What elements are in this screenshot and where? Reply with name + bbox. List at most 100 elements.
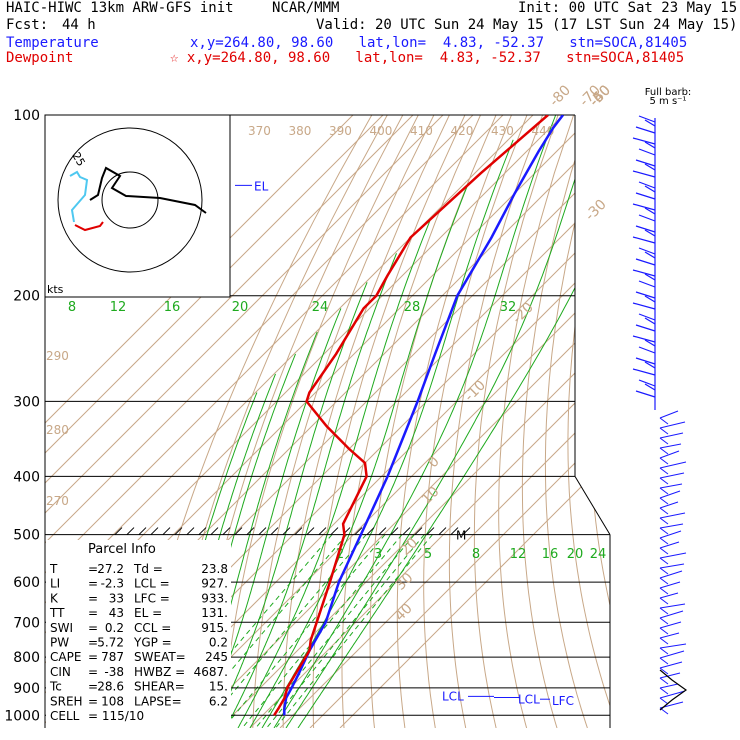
wind-barb: [638, 115, 656, 123]
parcel-info-value: 787: [101, 650, 124, 664]
isotherm-tick-label: 30: [393, 570, 417, 594]
isotherm-line: [45, 115, 414, 728]
dry-adiabat-line: [252, 115, 435, 728]
parcel-info-equals: =: [88, 665, 98, 679]
parcel-info-equals: =: [88, 562, 98, 576]
level-hatch-mark: [114, 527, 123, 535]
dry-adiabat-line: [369, 115, 497, 728]
mixing-ratio-line: [266, 534, 425, 728]
level-hatch-mark: [234, 527, 243, 535]
level-hatch-mark: [270, 527, 279, 535]
level-hatch-mark: [258, 527, 267, 535]
dry-adiabat-line: [693, 115, 740, 728]
level-hatch-mark: [414, 527, 423, 535]
isotherm-line: [45, 115, 444, 728]
level-hatch-mark: [306, 527, 315, 535]
mixing-ratio-line: [223, 534, 386, 728]
isotherm-tick-label: 0: [425, 454, 443, 472]
parcel-info-key: HWBZ =: [134, 665, 185, 679]
theta-tick-label: 290: [46, 349, 69, 363]
mixing-ratio-tick-label: 8: [472, 547, 480, 562]
dry-adiabat-line: [473, 115, 559, 728]
level-hatch-mark: [138, 527, 147, 535]
mixing-ratio-tick-label: 12: [510, 547, 527, 562]
wind-barb: [659, 607, 669, 615]
isotherm-line: [129, 115, 610, 728]
theta-tick-label: 410: [410, 124, 433, 138]
parcel-info-key: EL =: [134, 606, 162, 620]
parcel-info-box: [46, 540, 231, 728]
level-hatch-mark: [174, 527, 183, 535]
parcel-info-key: YGP =: [133, 636, 172, 650]
dry-adiabat-line: [282, 115, 450, 728]
wind-barb: [659, 517, 669, 525]
parcel-info-value: 108: [101, 694, 124, 708]
wind-barb: [644, 119, 656, 127]
parcel-info-value: 0.2: [105, 621, 124, 635]
hodograph-speed-ring: [57, 127, 203, 273]
parcel-info-key: Td =: [133, 562, 163, 576]
isotherm-line: [159, 115, 610, 728]
moist-adiabat-tick-label: 24: [312, 300, 329, 315]
dry-adiabat-line: [341, 115, 481, 728]
wind-barb: [659, 450, 680, 459]
pressure-tick-label: 800: [13, 650, 40, 666]
level-hatch-mark: [282, 527, 291, 535]
wind-barb: [659, 677, 669, 685]
level-marker-label: LFC: [552, 694, 574, 708]
temperature-legend: Temperature: [6, 35, 99, 51]
wind-barb: [659, 472, 685, 479]
parcel-info-equals: =: [88, 650, 98, 664]
wind-barb: [638, 247, 656, 255]
level-hatch-mark: [366, 527, 375, 535]
wind-barb: [659, 592, 679, 599]
parcel-info-equals: =: [88, 621, 98, 635]
level-hatch-mark: [378, 527, 387, 535]
wind-barb: [644, 207, 656, 215]
isotherm-tick-label: -80: [547, 82, 574, 109]
theta-tick-label: 390: [329, 124, 352, 138]
wind-barb: [659, 552, 687, 559]
parcel-info-value: 33: [109, 591, 124, 605]
wind-barb: [638, 214, 656, 222]
parcel-info-key: LCL =: [134, 577, 170, 591]
parcel-info-value: 4687.: [194, 665, 228, 679]
level-hatch-mark: [450, 527, 459, 535]
pressure-tick-label: 900: [13, 681, 40, 697]
dry-adiabat-line: [521, 115, 590, 728]
moist-adiabat-tick-label: 16: [164, 300, 181, 315]
parcel-info-key: CELL: [50, 709, 80, 723]
isotherm-line: [45, 115, 384, 728]
wind-barb: [659, 443, 682, 449]
wind-barb: [632, 302, 656, 310]
fcst-label: Fcst:: [6, 17, 49, 33]
wind-barb: [659, 421, 686, 429]
theta-tick-label: 430: [491, 124, 514, 138]
wind-barb: [659, 437, 669, 445]
mixing-ratio-line: [255, 534, 415, 728]
mixing-ratio-line: [202, 534, 367, 728]
parcel-info-key: PW: [50, 636, 69, 650]
wind-barb: [638, 313, 656, 321]
isotherm-line: [339, 115, 610, 728]
wind-barb: [659, 647, 669, 655]
parcel-info-title: Parcel Info: [88, 542, 156, 557]
level-hatch-mark: [318, 527, 327, 535]
wind-barb: [635, 159, 656, 167]
wind-barb: [659, 427, 669, 435]
wind-barb: [644, 251, 656, 259]
wind-barb: [659, 483, 683, 489]
moist-adiabat-tick-label: 8: [68, 300, 76, 315]
frame-right-edge: [574, 476, 611, 535]
wind-barb: [635, 258, 656, 266]
parcel-info-value: 27.2: [97, 562, 124, 576]
level-marker-label: LCL: [442, 689, 464, 703]
hodograph-unit-label: kts: [47, 283, 64, 296]
hodograph-trace-upper: [89, 166, 207, 214]
wind-barb: [659, 632, 680, 639]
wind-barb: [659, 661, 683, 669]
valid-time: Valid: 20 UTC Sun 24 May 15 (17 LST Sun …: [316, 17, 738, 33]
parcel-info-key: CAPE: [50, 650, 81, 664]
pressure-tick-label: 100: [13, 108, 40, 124]
level-marker-label: LCL: [518, 693, 540, 707]
